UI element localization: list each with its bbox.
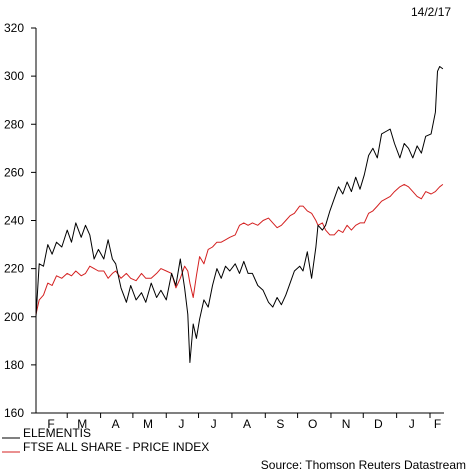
y-tick-label: 300 <box>4 69 24 83</box>
y-axis: 160 180 200 220 240 260 280 300 320 <box>4 21 37 420</box>
x-tick-label: A <box>243 417 251 431</box>
x-tick-label: A <box>112 417 120 431</box>
x-tick-label: N <box>342 417 351 431</box>
source-label: Source: Thomson Reuters Datastream <box>261 458 466 472</box>
series-line-0 <box>35 66 444 363</box>
series-layer <box>35 66 444 363</box>
y-tick-label: 280 <box>4 117 24 131</box>
legend-label: ELEMENTIS <box>23 426 91 440</box>
x-tick-label: M <box>77 417 87 431</box>
y-tick-label: 220 <box>4 262 24 276</box>
x-tick-label: F <box>434 417 441 431</box>
x-tick-label: F <box>47 417 54 431</box>
x-tick-label: O <box>308 417 317 431</box>
x-tick-label: S <box>276 417 284 431</box>
x-tick-label: D <box>374 417 383 431</box>
y-tick-label: 180 <box>4 358 24 372</box>
y-tick-label: 240 <box>4 214 24 228</box>
y-tick-label: 200 <box>4 310 24 324</box>
x-tick-label: J <box>409 417 415 431</box>
x-tick-label: M <box>143 417 153 431</box>
series-line-1 <box>35 183 444 315</box>
y-tick-label: 160 <box>4 406 24 420</box>
x-tick-label: J <box>178 417 184 431</box>
y-tick-label: 260 <box>4 165 24 179</box>
x-tick-label: J <box>211 417 217 431</box>
date-label: 14/2/17 <box>411 5 451 19</box>
legend-label: FTSE ALL SHARE - PRICE INDEX <box>23 440 209 454</box>
y-tick-label: 320 <box>4 21 24 35</box>
